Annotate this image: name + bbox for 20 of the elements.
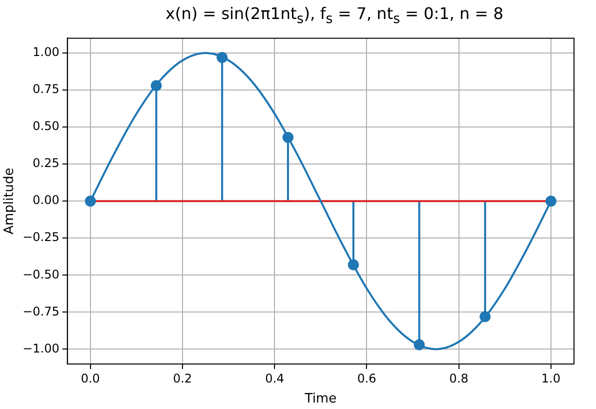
y-tick-label: 0.25 — [32, 156, 60, 170]
chart-title: x(n) = sin(2π1nt$_{s}$), f$_{s}$ = 7, nt$_{s}$ = 0:1, n = 8 — [164, 4, 504, 28]
y-axis-title: Amplitude — [2, 168, 18, 234]
x-tick-label: 1.0 — [541, 371, 561, 386]
y-tick-label: −0.75 — [22, 304, 60, 318]
y-tick-label: 0.75 — [32, 82, 60, 96]
x-tick-label: 0.6 — [357, 371, 376, 386]
x-tick-label: 0.8 — [449, 371, 468, 386]
point — [84, 196, 96, 207]
x-tick-label: 0.0 — [80, 371, 100, 386]
x-tick-label: 0.4 — [265, 371, 284, 386]
point — [545, 196, 556, 207]
x-axis-title: Time — [304, 392, 337, 407]
y-tick-label: −0.50 — [22, 267, 60, 282]
y-tick-label: 0.50 — [32, 119, 60, 134]
y-tick-label: −1.00 — [22, 341, 60, 356]
y-tick-label: −0.25 — [22, 230, 60, 244]
x-tick-label: 0.2 — [172, 371, 192, 386]
y-tick-label: 1.00 — [32, 45, 60, 60]
y-tick-label: 0.00 — [32, 193, 60, 208]
